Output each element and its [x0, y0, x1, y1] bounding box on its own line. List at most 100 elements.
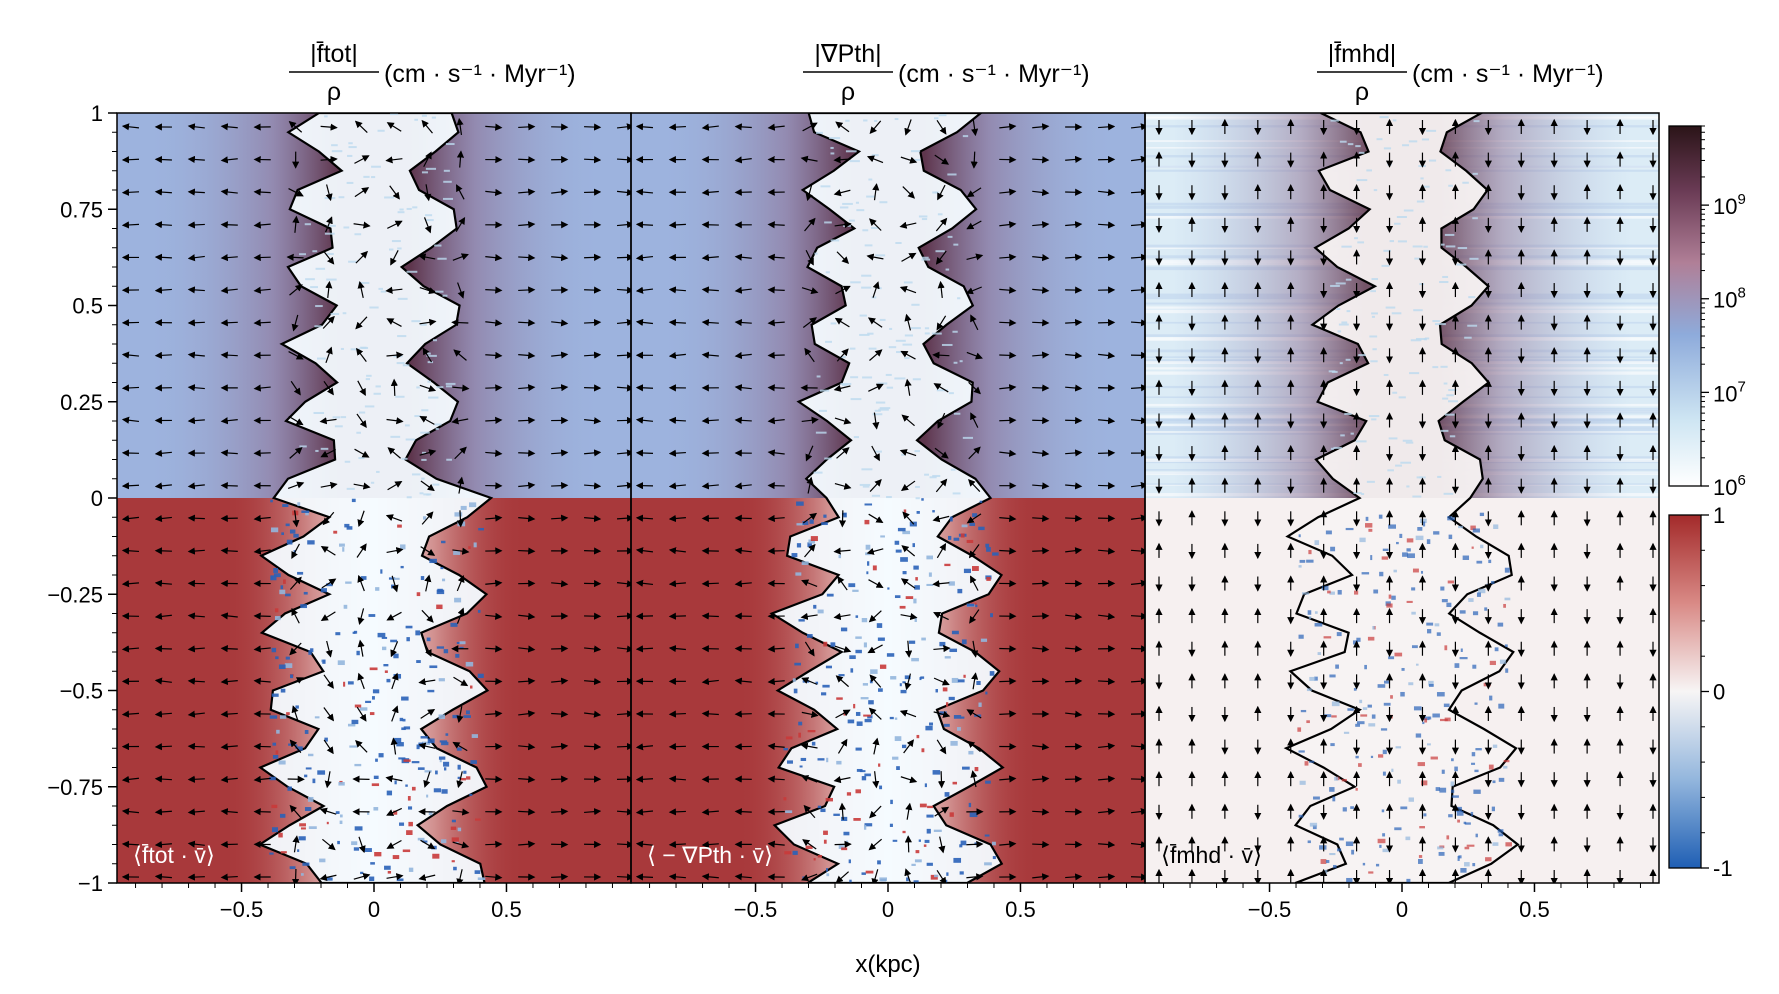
vector-arrow	[802, 839, 817, 850]
speckle	[1432, 366, 1439, 369]
vector-arrow	[121, 840, 140, 848]
speckle	[957, 588, 963, 594]
speckle	[950, 740, 958, 746]
vector-arrow	[220, 351, 238, 359]
vector-arrow	[935, 217, 948, 232]
speckle	[979, 500, 983, 503]
speckle	[1462, 181, 1469, 184]
speckle	[856, 721, 863, 726]
speckle	[358, 457, 365, 460]
vector-arrow	[1065, 645, 1083, 653]
core-region	[1286, 113, 1518, 883]
vector-arrow	[1098, 417, 1116, 425]
speckle	[1503, 759, 1510, 763]
speckle	[949, 648, 958, 653]
vector-field	[1155, 118, 1657, 883]
speckle	[1411, 611, 1416, 615]
vector-arrow	[551, 514, 569, 522]
speckle	[926, 555, 933, 560]
vector-arrow	[187, 417, 205, 425]
speckle	[916, 734, 920, 739]
vector-arrow	[868, 383, 884, 392]
speckle	[918, 839, 921, 842]
speckle	[802, 521, 809, 525]
speckle	[910, 327, 921, 330]
speckle	[285, 656, 290, 660]
speckle	[1488, 764, 1494, 770]
vector-arrow	[668, 775, 686, 783]
vector-arrow	[767, 286, 785, 294]
speckle	[348, 142, 353, 145]
vector-arrow	[323, 674, 334, 689]
vector-arrow	[668, 840, 686, 849]
speckle	[382, 646, 387, 651]
speckle	[864, 823, 873, 827]
speckle	[332, 416, 341, 419]
speckle	[859, 770, 866, 773]
speckle	[338, 196, 345, 199]
speckle	[1304, 761, 1309, 766]
vector-arrow	[701, 482, 719, 490]
speckle	[1331, 701, 1340, 707]
speckle	[1447, 516, 1456, 521]
speckle	[1427, 743, 1431, 746]
vector-arrow	[453, 349, 467, 361]
speckle	[1367, 704, 1372, 708]
speckle	[370, 862, 375, 865]
vector-arrow	[701, 580, 719, 588]
vector-arrow	[1065, 221, 1083, 229]
speckle	[1402, 552, 1408, 557]
speckle	[1479, 512, 1485, 517]
speckle	[369, 667, 378, 671]
speckle	[953, 412, 961, 415]
speckle	[934, 191, 939, 194]
speckle	[1412, 245, 1423, 248]
x-tick-label: 0.5	[1005, 897, 1036, 922]
speckle	[450, 826, 457, 830]
vector-arrow	[518, 677, 536, 685]
speckle	[334, 425, 343, 428]
vector-arrow	[835, 709, 851, 719]
speckle	[1400, 806, 1408, 810]
speckle	[297, 746, 303, 751]
vector-arrow	[668, 221, 686, 229]
speckle	[886, 653, 895, 657]
vector-arrow	[868, 838, 883, 851]
speckle	[1312, 825, 1317, 830]
vector-arrow	[322, 511, 335, 526]
speckle	[346, 181, 354, 184]
vector-arrow	[551, 580, 569, 588]
vector-arrow	[867, 644, 883, 654]
vector-arrow	[1032, 188, 1050, 197]
speckle	[1330, 119, 1339, 122]
speckle	[411, 473, 421, 476]
vector-arrow	[386, 840, 402, 849]
vector-arrow	[899, 285, 917, 294]
vector-arrow	[834, 482, 852, 490]
vector-arrow	[584, 286, 602, 294]
vector-arrow	[868, 513, 884, 524]
speckle	[414, 118, 418, 121]
speckle	[855, 711, 861, 716]
speckle	[1382, 749, 1387, 755]
speckle	[404, 424, 410, 427]
speckle	[271, 647, 277, 653]
vector-arrow	[422, 347, 433, 363]
speckle	[1400, 461, 1412, 464]
speckle	[1451, 795, 1459, 798]
vector-arrow	[289, 446, 303, 459]
speckle	[368, 614, 376, 617]
speckle	[864, 718, 872, 723]
vector-arrow	[187, 808, 205, 816]
vector-arrow	[701, 873, 719, 881]
speckle	[1335, 664, 1339, 669]
vector-arrow	[701, 188, 719, 196]
speckle	[921, 218, 928, 221]
speckle	[407, 806, 413, 810]
speckle	[344, 460, 351, 463]
speckle	[959, 360, 963, 363]
speckle	[445, 382, 456, 385]
speckle	[1358, 354, 1366, 357]
speckle	[1445, 169, 1452, 172]
speckle	[307, 540, 315, 545]
